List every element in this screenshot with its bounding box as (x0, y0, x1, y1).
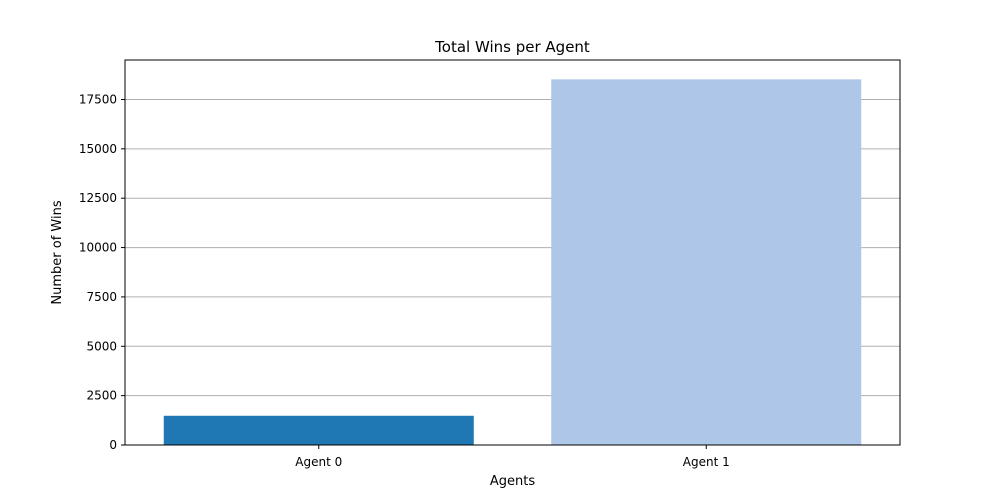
y-tick-label: 0 (109, 438, 117, 452)
chart-title: Total Wins per Agent (434, 38, 590, 56)
y-axis-ticks: 0 2500 5000 7500 10000 12500 15000 17500 (79, 92, 125, 452)
x-tick-label: Agent 1 (683, 455, 730, 469)
bar-agent-1 (551, 79, 862, 445)
y-tick-label: 10000 (79, 241, 117, 255)
y-tick-label: 5000 (86, 339, 117, 353)
plot-frame (124, 59, 901, 446)
x-axis-label: Agents (490, 474, 535, 489)
bar-agent-0 (163, 415, 474, 445)
bars (163, 79, 862, 445)
y-tick-label: 15000 (79, 142, 117, 156)
y-tick-label: 17500 (79, 92, 117, 106)
x-tick-label: Agent 0 (295, 455, 342, 469)
x-axis-ticks: Agent 0 Agent 1 (295, 445, 730, 469)
y-tick-label: 2500 (86, 389, 117, 403)
y-tick-label: 7500 (86, 290, 117, 304)
y-axis-label: Number of Wins (50, 200, 65, 304)
y-tick-label: 12500 (79, 191, 117, 205)
